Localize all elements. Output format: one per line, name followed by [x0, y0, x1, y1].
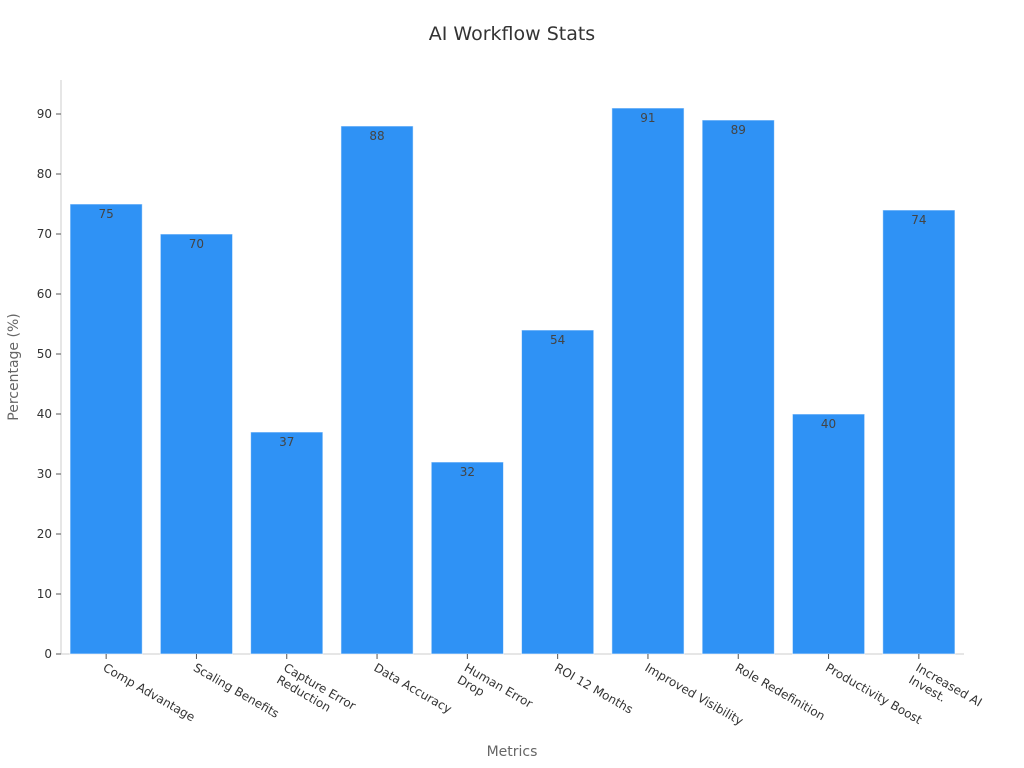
y-axis-ticks: 0 10 20 30 40 50 60 70 80 90: [37, 107, 61, 661]
x-tick-label-line: Data Accuracy: [372, 660, 455, 716]
x-tick-label: Role Redefinition: [733, 660, 828, 723]
bar-value-label: 91: [640, 111, 655, 125]
y-tick-label: 80: [37, 167, 52, 181]
bar: [701, 119, 775, 655]
x-tick-label: Improved Visibility: [642, 660, 745, 728]
x-tick-label-line: ROI 12 Months: [552, 660, 635, 716]
bars-group: [69, 107, 956, 655]
bar-value-label: 70: [189, 237, 204, 251]
bar-value-label: 37: [279, 435, 294, 449]
y-tick-label: 60: [37, 287, 52, 301]
bar-value-label: 54: [550, 333, 565, 347]
bar: [159, 233, 234, 655]
bar: [791, 413, 866, 655]
x-tick-label: Productivity Boost: [823, 660, 925, 727]
bar: [521, 329, 595, 655]
chart-title: AI Workflow Stats: [429, 23, 595, 45]
bar: [430, 461, 504, 655]
x-tick-label-line: Role Redefinition: [733, 660, 828, 723]
y-tick-label: 40: [37, 407, 52, 421]
bar-value-label: 75: [99, 207, 114, 221]
bar-value-label: 74: [911, 213, 926, 227]
bar: [611, 107, 685, 655]
bar-value-label: 88: [369, 129, 384, 143]
bar-value-label: 40: [821, 417, 836, 431]
y-tick-label: 20: [37, 527, 52, 541]
x-tick-label-line: Comp Advantage: [101, 660, 198, 724]
y-tick-label: 50: [37, 347, 52, 361]
bar: [882, 209, 956, 655]
x-tick-label: Capture ErrorReduction: [274, 660, 358, 725]
bar: [69, 203, 143, 655]
y-tick-label: 30: [37, 467, 52, 481]
bar: [340, 125, 414, 655]
x-tick-label: Data Accuracy: [372, 660, 455, 716]
y-tick-label: 0: [44, 647, 52, 661]
x-tick-label-line: Productivity Boost: [823, 660, 925, 727]
data-labels-group: 75 70 37 88 32 54 91 89 40 74: [99, 111, 927, 479]
y-tick-label: 70: [37, 227, 52, 241]
x-tick-label: Comp Advantage: [101, 660, 198, 724]
x-axis-label: Metrics: [487, 744, 538, 760]
y-tick-label: 10: [37, 587, 52, 601]
bar-value-label: 89: [731, 123, 746, 137]
bar: [250, 431, 324, 655]
x-tick-label-line: Improved Visibility: [642, 660, 745, 728]
y-axis-label: Percentage (%): [6, 313, 22, 420]
x-tick-label: ROI 12 Months: [552, 660, 635, 716]
x-tick-label: Human ErrorDrop: [455, 660, 535, 722]
y-tick-label: 90: [37, 107, 52, 121]
bar-value-label: 32: [460, 465, 475, 479]
x-tick-label-line: Scaling Benefits: [191, 660, 281, 720]
x-tick-label: Scaling Benefits: [191, 660, 281, 720]
